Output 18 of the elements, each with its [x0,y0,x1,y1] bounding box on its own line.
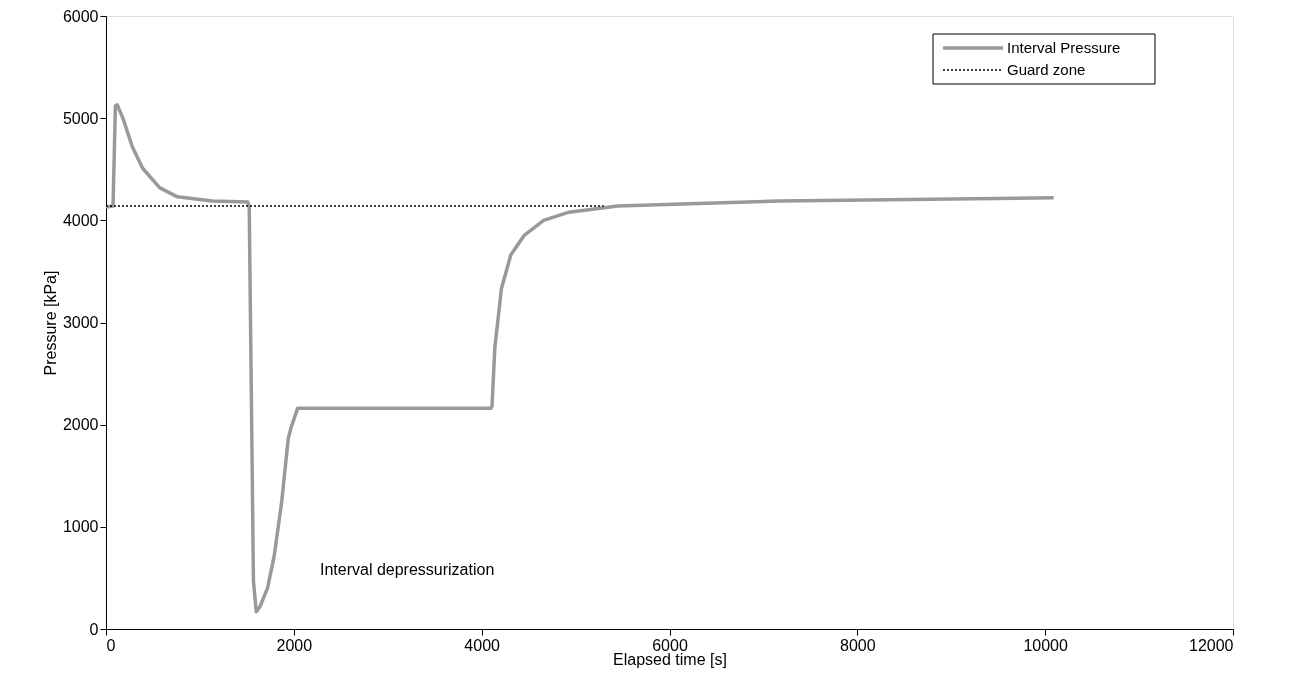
y-tick-label: 2000 [62,416,99,434]
line-series [106,103,1056,614]
y-tick-label: 5000 [62,109,99,127]
y-tick-label: 4000 [62,211,99,229]
y-tick-label: 3000 [62,314,99,331]
y-tick-label: 6000 [62,7,99,25]
x-tick-label: 0 [106,636,116,654]
legend-label: Interval Pressure [1007,39,1121,56]
y-tick-label: 1000 [62,518,99,536]
x-tick-label: 10000 [1023,636,1069,654]
x-tick-label: 12000 [1189,636,1234,654]
legend-label: Guard zone [1007,61,1086,78]
y-tick-label: 0 [89,620,99,638]
y-axis-title: Pressure [kPa] [41,270,59,376]
annotation: Interval depressurization [320,561,495,578]
x-tick-label: 2000 [276,636,313,654]
x-tick-label: 4000 [464,636,501,654]
x-tick-label: 8000 [840,636,876,654]
